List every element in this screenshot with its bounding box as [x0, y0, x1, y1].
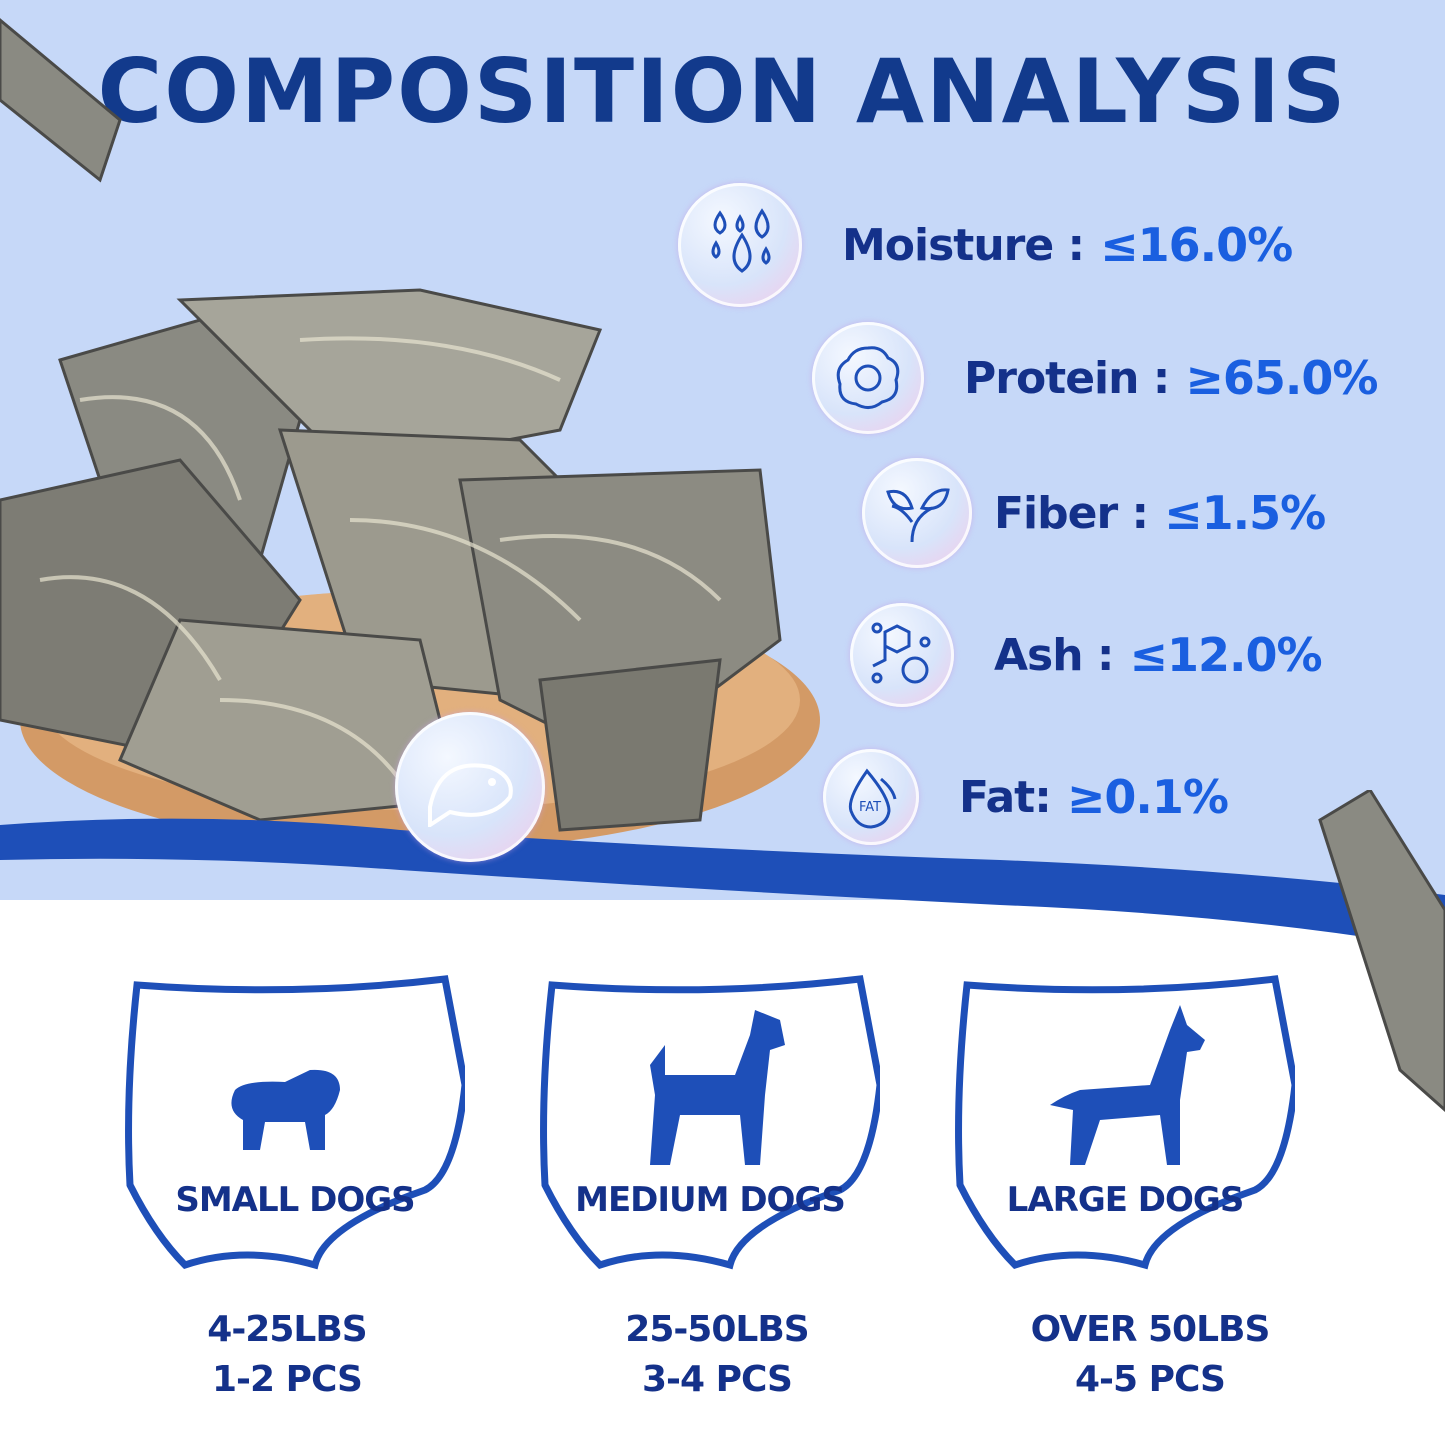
dried-fish-skin-twist-image: [1318, 790, 1445, 1113]
nutrient-label: Fat:: [959, 771, 1052, 823]
dog-size-label: LARGE DOGS: [1006, 1180, 1245, 1220]
medium-dog-icon: [650, 1010, 785, 1165]
nutrient-label: Fiber :: [994, 487, 1149, 539]
nutrient-row-fiber: Fiber : ≤1.5%: [862, 458, 1326, 568]
nutrient-label: Ash :: [994, 629, 1114, 681]
fried-egg-icon: [812, 322, 924, 434]
dog-card-large: LARGE DOGS: [955, 975, 1295, 1275]
dog-info-medium: 25-50LBS 3-4 PCS: [547, 1305, 887, 1405]
nutrient-value: ≤1.5%: [1164, 486, 1326, 540]
nutrient-value: ≥65.0%: [1185, 351, 1378, 405]
fat-drop-icon: FAT: [823, 749, 919, 845]
weight-range: OVER 50LBS: [1030, 1309, 1271, 1350]
nutrient-value: ≥0.1%: [1066, 770, 1229, 824]
nutrient-row-moisture: Moisture : ≤16.0%: [678, 183, 1293, 307]
fish-icon: [428, 763, 513, 827]
pieces-count: 4-5 PCS: [1075, 1359, 1226, 1400]
page-title: COMPOSITION ANALYSIS: [97, 40, 1348, 143]
dog-size-label: MEDIUM DOGS: [575, 1180, 846, 1220]
leaf-sprout-icon: [862, 458, 972, 568]
nutrient-row-ash: Ash : ≤12.0%: [850, 603, 1323, 707]
water-drops-icon: [678, 183, 802, 307]
dried-fish-skin-treats-image: [0, 18, 820, 850]
nutrient-value: ≤12.0%: [1129, 628, 1322, 682]
nutrient-label: Moisture :: [842, 219, 1085, 271]
weight-range: 4-25LBS: [207, 1309, 367, 1350]
dog-card-medium: MEDIUM DOGS: [540, 975, 880, 1275]
dog-size-label: SMALL DOGS: [175, 1180, 415, 1220]
pieces-count: 3-4 PCS: [642, 1359, 793, 1400]
large-dog-icon: [1050, 1005, 1205, 1165]
weight-range: 25-50LBS: [625, 1309, 809, 1350]
dog-info-small: 4-25LBS 1-2 PCS: [117, 1305, 457, 1405]
nutrient-row-protein: Protein : ≥65.0%: [812, 322, 1379, 434]
fish-bubble: [395, 712, 545, 862]
nutrient-label: Protein :: [964, 352, 1170, 404]
dog-info-large: OVER 50LBS 4-5 PCS: [980, 1305, 1320, 1405]
dog-card-small: SMALL DOGS: [125, 975, 465, 1275]
nutrient-value: ≤16.0%: [1100, 218, 1293, 272]
pieces-count: 1-2 PCS: [212, 1359, 363, 1400]
small-dog-icon: [231, 1069, 340, 1150]
molecule-dna-icon: [850, 603, 954, 707]
nutrient-row-fat: FAT Fat: ≥0.1%: [823, 749, 1229, 845]
blue-wave-divider: [0, 818, 1445, 950]
svg-text:FAT: FAT: [859, 800, 881, 815]
